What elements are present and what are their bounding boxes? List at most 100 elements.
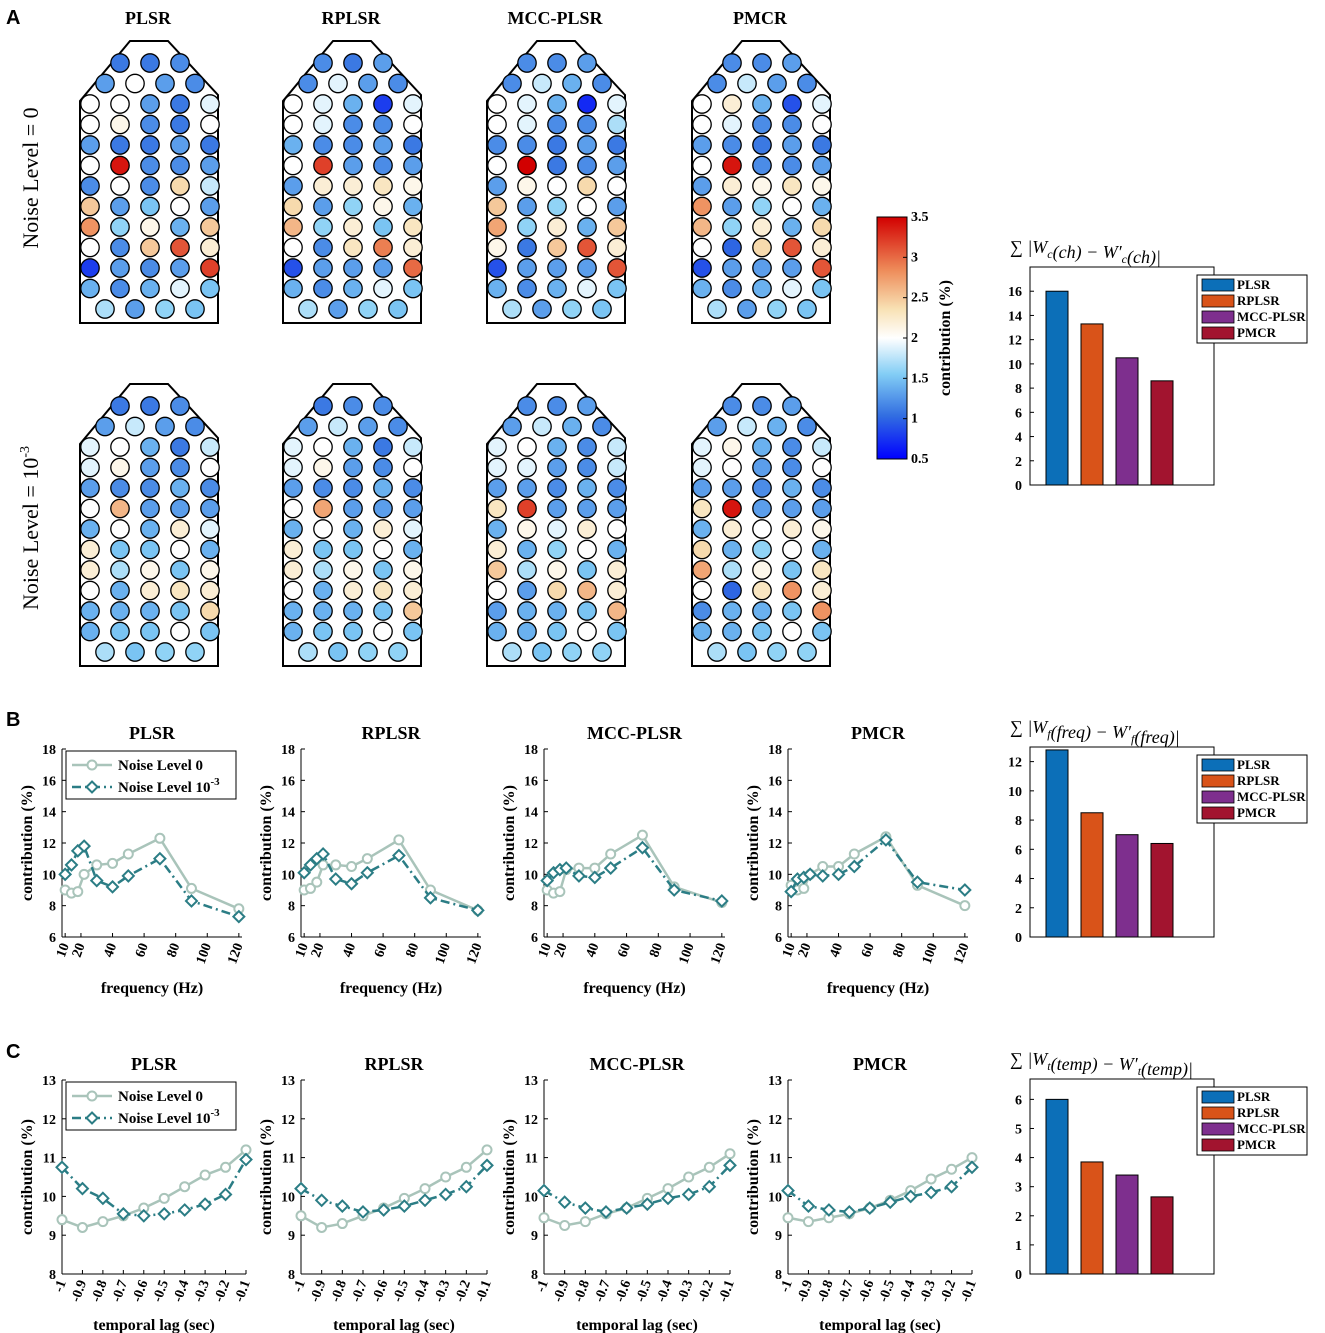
electrode [487,457,507,478]
legend-superscript: -3 [210,776,220,788]
x-tick-label: -0.1 [958,1278,980,1304]
electrode [170,457,190,478]
legend-label-mcc-plsr: MCC-PLSR [1237,789,1306,804]
electrode [722,176,742,196]
electrode [577,135,597,155]
electrode [502,299,522,319]
electrode [722,278,742,299]
electrode [517,278,537,299]
series-noise-0-point [346,861,358,872]
title-part: t [1047,1059,1051,1073]
electrode [200,621,220,642]
electrode [517,580,537,601]
electrode [752,437,772,457]
electrode [343,560,363,580]
topo-map-plsr-row0 [79,40,220,324]
x-tick-label: 120 [708,941,729,966]
electrode [298,642,318,662]
map-title-plsr: PLSR [125,8,172,28]
electrode [403,217,423,237]
electrode [517,539,537,560]
colorbar-tick-label: 0.5 [911,452,929,467]
electrode [547,196,567,217]
x-tick-label: -0.8 [89,1278,111,1304]
electrode [607,176,627,196]
electrode [403,560,423,580]
electrode [722,457,742,478]
electrode [692,155,712,176]
legend-swatch-pmcr [1201,1138,1235,1152]
electrode [283,278,303,299]
series-noise-0-point [330,859,342,871]
series-noise-1e-3-point [944,1179,959,1194]
y-axis-label: contribution (%) [258,785,275,901]
series-noise-0-point [959,900,971,912]
title-part: (freq)| [1134,727,1179,748]
series-noise-1e-3-point [821,1203,836,1217]
electrode [692,437,712,457]
map-title-pmcr: PMCR [733,8,788,28]
y-tick-label: 12 [524,837,538,852]
electrode [782,237,802,258]
electrode [607,196,627,217]
topo-map-plsr-row1 [79,383,220,667]
electrode [487,580,507,601]
electrode [752,478,772,498]
series-noise-1e-3-point [784,884,799,899]
electrode [607,94,627,114]
electrode [170,258,190,278]
electrode [752,176,772,196]
title-part: c [1047,247,1053,261]
electrode [547,114,567,135]
series-noise-0-point [76,1221,88,1233]
y-tick-label: 8 [531,1268,538,1283]
line-chart-temp-plsr: PLSR 8 9 10 11 12 13 -1-0.9-0.8-0.7-0.6-0.5-0.4… [19,1054,254,1333]
electrode [373,196,393,217]
electrode [140,217,160,237]
electrode [722,196,742,217]
x-axis-label: frequency (Hz) [827,980,929,997]
series-noise-1e-3-point [152,851,167,866]
electrode [547,601,567,621]
electrode [373,580,393,601]
electrode [343,155,363,176]
electrode [283,155,303,176]
electrode [343,196,363,217]
electrode [343,396,363,416]
line-chart-temp-rplsr: RPLSR8910111213-1-0.9-0.8-0.7-0.6-0.5-0.… [258,1054,495,1333]
electrode [517,621,537,642]
electrode [812,621,832,642]
y-tick-label: 8 [288,1268,295,1283]
electrode [752,155,772,176]
electrode [343,437,363,457]
x-tick-label: -0.4 [171,1278,193,1304]
y-tick-label: 2 [1015,1210,1022,1225]
electrode [692,457,712,478]
electrode [140,278,160,299]
bar-plsr [1045,749,1069,938]
electrode [812,580,832,601]
electrode [200,519,220,539]
electrode [403,498,423,519]
title-part: (freq) − W′ [1051,722,1132,743]
legend-label-rplsr: RPLSR [1237,773,1280,788]
y-tick-label: 12 [524,1113,538,1128]
electrode [80,621,100,642]
electrode [283,498,303,519]
y-tick-label: 8 [531,900,538,915]
colorbar-tick-label: 1 [911,412,918,427]
electrode [547,519,567,539]
electrode [80,519,100,539]
electrode [140,135,160,155]
electrode [313,560,333,580]
x-tick-label: -0.7 [349,1278,371,1304]
electrode [343,621,363,642]
electrode [283,560,303,580]
electrode [517,258,537,278]
series-noise-1e-3-line [303,852,479,912]
electrode [125,299,145,319]
x-tick-label: 80 [891,941,910,959]
electrode [752,498,772,519]
electrode [155,416,175,437]
